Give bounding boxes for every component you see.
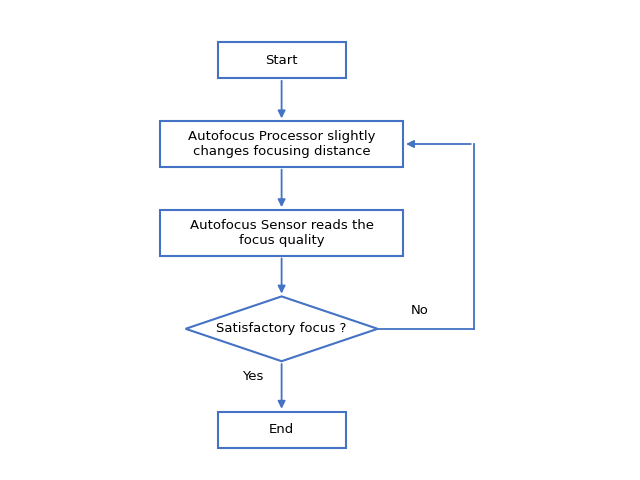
Text: Yes: Yes xyxy=(242,370,264,384)
FancyBboxPatch shape xyxy=(160,210,403,255)
Polygon shape xyxy=(186,296,378,361)
Text: Autofocus Processor slightly
changes focusing distance: Autofocus Processor slightly changes foc… xyxy=(188,130,375,158)
Text: End: End xyxy=(269,423,294,436)
Text: No: No xyxy=(410,304,428,317)
Text: Autofocus Sensor reads the
focus quality: Autofocus Sensor reads the focus quality xyxy=(189,219,374,247)
Text: Start: Start xyxy=(266,53,298,67)
FancyBboxPatch shape xyxy=(218,411,346,447)
FancyBboxPatch shape xyxy=(160,121,403,167)
Text: Satisfactory focus ?: Satisfactory focus ? xyxy=(216,322,347,336)
FancyBboxPatch shape xyxy=(218,42,346,78)
